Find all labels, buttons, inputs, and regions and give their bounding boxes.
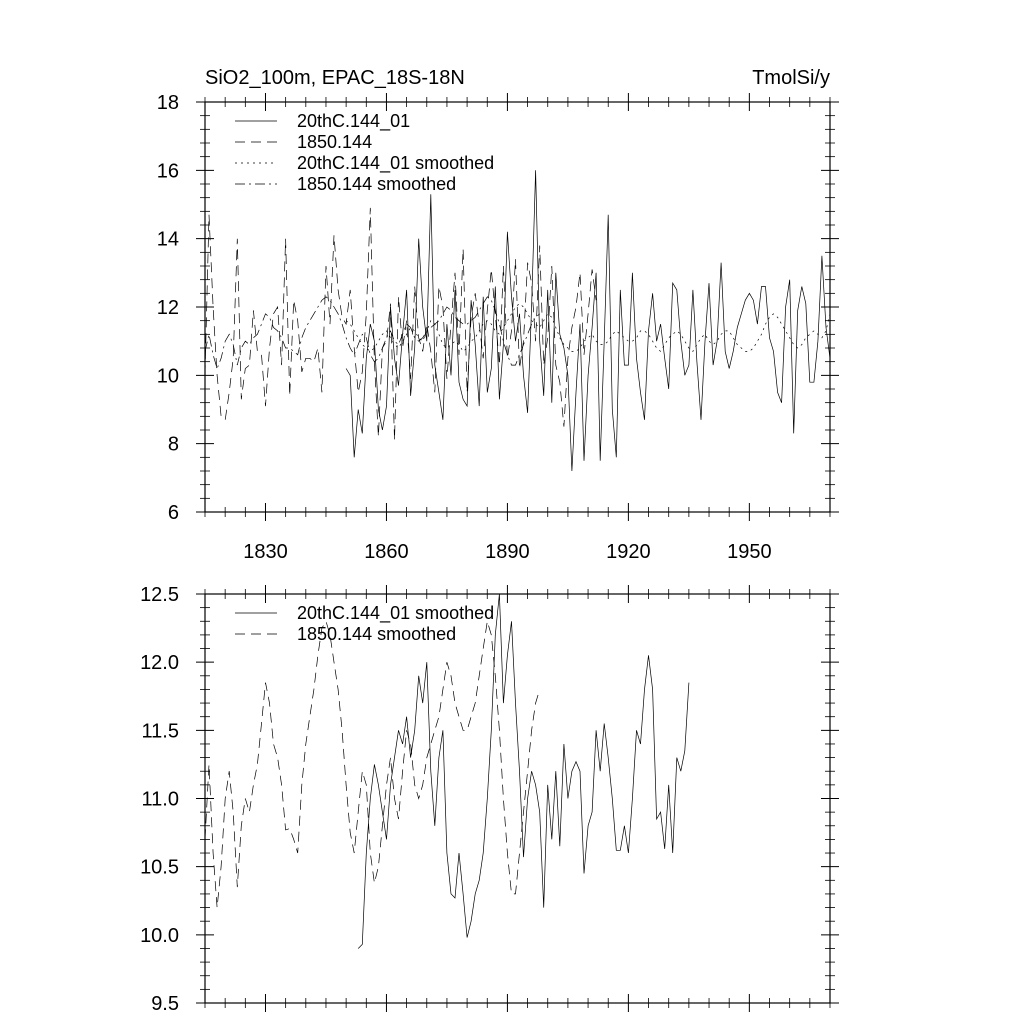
x-tick-label: 1830: [243, 541, 288, 563]
series-line-1850-144-smoothed: [205, 296, 540, 370]
y-tick-label: 16: [157, 160, 179, 182]
y-tick-label: 6: [168, 502, 179, 524]
series-line-1850-144-smoothed: [205, 620, 541, 908]
legend-label: 20thC.144_01: [297, 111, 410, 132]
y-tick-label: 12.5: [140, 584, 179, 606]
top-chart-title: SiO2_100m, EPAC_18S-18N: [205, 67, 465, 89]
y-tick-label: 8: [168, 434, 179, 456]
top-chart-panel: 6 8 10 12 14 16 18 1830 1860 1890 1920 1950 20thC.14…: [157, 92, 839, 563]
bottom-chart-panel: 9.5 10.0 10.5 11.0 11.5 12.0 12.5 20thC.144_01 …: [140, 584, 839, 1015]
x-tick-label: 1920: [606, 541, 651, 563]
legend-label: 20thC.144_01 smoothed: [297, 153, 494, 174]
x-tick-label: 1890: [485, 541, 530, 563]
top-chart-units: TmolSi/y: [752, 67, 830, 89]
legend-label: 1850.144 smoothed: [297, 174, 456, 194]
legend-label: 1850.144: [297, 132, 372, 152]
y-tick-label: 11.0: [142, 789, 179, 811]
series-line-20thc-144-01-smoothed: [357, 594, 690, 949]
y-tick-label: 10.0: [140, 925, 179, 947]
y-tick-label: 10: [157, 365, 179, 387]
x-tick-label: 1950: [727, 541, 772, 563]
y-tick-label: 10.5: [140, 857, 179, 879]
x-tick-label: 1860: [364, 541, 409, 563]
y-tick-label: 11.5: [142, 720, 179, 742]
y-tick-label: 12.0: [140, 652, 179, 674]
y-tick-label: 18: [157, 92, 179, 114]
series-line-20thc-144-01: [345, 170, 830, 472]
legend-label: 1850.144 smoothed: [297, 624, 456, 644]
series-line-1850-144: [205, 207, 597, 441]
legend-label: 20thC.144_01 smoothed: [297, 603, 494, 624]
y-tick-label: 14: [157, 229, 179, 251]
y-tick-label: 9.5: [151, 993, 179, 1015]
y-tick-label: 12: [157, 297, 179, 319]
